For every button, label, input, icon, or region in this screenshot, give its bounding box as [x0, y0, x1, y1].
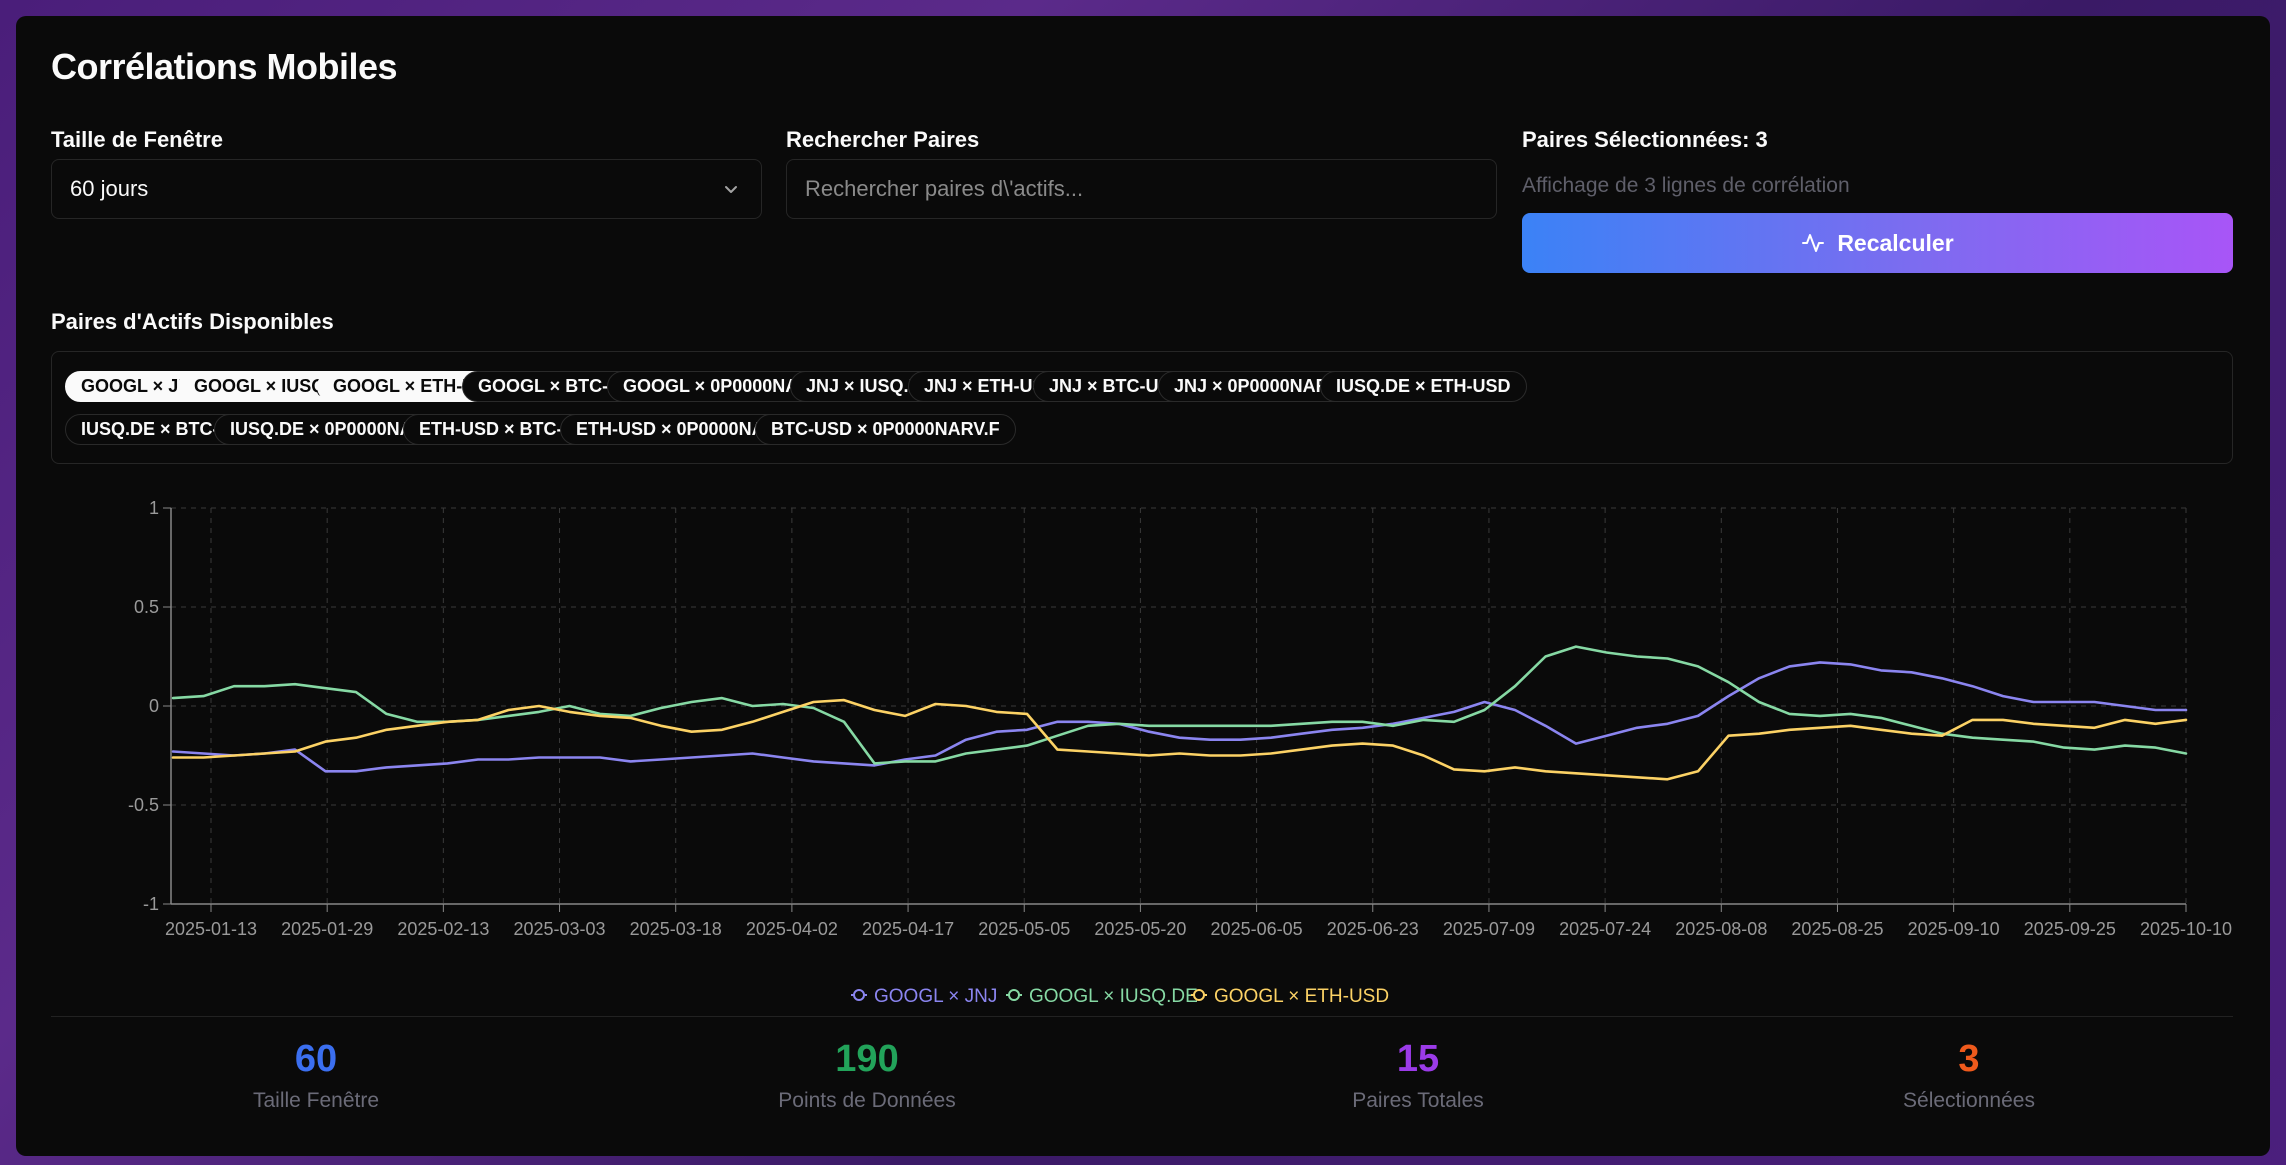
window-size-select[interactable]: 60 jours — [51, 159, 762, 219]
available-pairs-label: Paires d'Actifs Disponibles — [51, 309, 334, 334]
correlation-chart: 1 0.5 0 -0.5 -1 2025-01-13 2025-01-29 2025-02-1… — [128, 498, 2232, 1007]
pairs-container: GOOGL × JNJ GOOGL × IUSQ.DE GOOGL × ETH-US… — [51, 351, 2233, 464]
stat-card: 60 Taille Fenêtre — [116, 1038, 516, 1113]
stats-divider — [51, 1016, 2233, 1017]
window-size-value: 60 jours — [70, 176, 149, 201]
legend-item[interactable]: GOOGL × IUSQ.DE — [1006, 986, 1198, 1007]
selection-hint: Affichage de 3 lignes de corrélation — [1522, 174, 1850, 197]
stat-card: 3 Sélectionnées — [1769, 1038, 2169, 1113]
series-line — [171, 661, 2188, 773]
window-size-label: Taille de Fenêtre — [51, 127, 223, 152]
legend-item[interactable]: GOOGL × ETH-USD — [1191, 986, 1389, 1007]
chevron-down-icon — [725, 186, 737, 193]
stat-value: 15 — [1396, 1038, 1440, 1080]
x-tick-label: 2025-06-05 — [1211, 919, 1303, 939]
x-tick-label: 2025-08-08 — [1675, 919, 1767, 939]
search-label: Rechercher Paires — [786, 127, 980, 152]
legend-label: GOOGL × IUSQ.DE — [1029, 986, 1198, 1007]
legend-label: GOOGL × JNJ — [874, 986, 997, 1007]
x-tick-label: 2025-03-03 — [513, 919, 605, 939]
selected-pairs-label: Paires Sélectionnées: 3 — [1522, 127, 1768, 152]
legend-marker-icon — [1193, 989, 1205, 1001]
y-tick-label: 0 — [149, 696, 159, 716]
legend-marker-icon — [853, 989, 865, 1001]
recalculate-label: Recalculer — [1837, 229, 1954, 256]
page-title: Corrélations Mobiles — [51, 46, 398, 87]
stat-value: 3 — [1958, 1038, 1980, 1080]
x-tick-label: 2025-02-13 — [397, 919, 489, 939]
recalculate-button[interactable]: Recalculer — [1522, 213, 2233, 273]
series-line — [171, 698, 2188, 781]
x-tick-label: 2025-10-10 — [2140, 919, 2232, 939]
y-tick-label: -0.5 — [128, 795, 159, 815]
stat-label: Paires Totales — [1352, 1089, 1484, 1112]
x-tick-label: 2025-06-23 — [1327, 919, 1419, 939]
y-tick-label: 0.5 — [134, 597, 159, 617]
x-tick-label: 2025-04-17 — [862, 919, 954, 939]
x-tick-label: 2025-07-24 — [1559, 919, 1651, 939]
stat-label: Points de Données — [778, 1089, 956, 1112]
legend-marker-icon — [1008, 989, 1020, 1001]
stat-card: 190 Points de Données — [667, 1038, 1067, 1113]
pair-chip[interactable]: BTC-USD × 0P0000NARV.F — [755, 414, 1016, 445]
x-tick-label: 2025-07-09 — [1443, 919, 1535, 939]
x-tick-label: 2025-05-20 — [1094, 919, 1186, 939]
y-tick-label: 1 — [149, 498, 159, 518]
pair-chip[interactable]: IUSQ.DE × ETH-USD — [1320, 371, 1527, 402]
stat-value: 60 — [294, 1038, 338, 1080]
y-tick-label: -1 — [143, 894, 159, 914]
correlation-panel: Corrélations Mobiles Taille de Fenêtre 6… — [16, 16, 2270, 1156]
series-line — [171, 645, 2188, 765]
stat-card: 15 Paires Totales — [1218, 1038, 1618, 1113]
x-tick-label: 2025-01-13 — [165, 919, 257, 939]
legend-label: GOOGL × ETH-USD — [1214, 986, 1389, 1007]
stat-label: Taille Fenêtre — [252, 1089, 380, 1112]
x-tick-label: 2025-05-05 — [978, 919, 1070, 939]
x-tick-label: 2025-01-29 — [281, 919, 373, 939]
x-tick-label: 2025-03-18 — [630, 919, 722, 939]
activity-icon — [1802, 234, 1825, 252]
stat-label: Sélectionnées — [1903, 1089, 2035, 1112]
x-tick-label: 2025-09-10 — [1908, 919, 2000, 939]
legend-item[interactable]: GOOGL × JNJ — [851, 986, 997, 1007]
search-input[interactable] — [786, 159, 1497, 219]
x-tick-label: 2025-09-25 — [2024, 919, 2116, 939]
x-tick-label: 2025-08-25 — [1791, 919, 1883, 939]
x-tick-label: 2025-04-02 — [746, 919, 838, 939]
stat-value: 190 — [835, 1038, 899, 1080]
